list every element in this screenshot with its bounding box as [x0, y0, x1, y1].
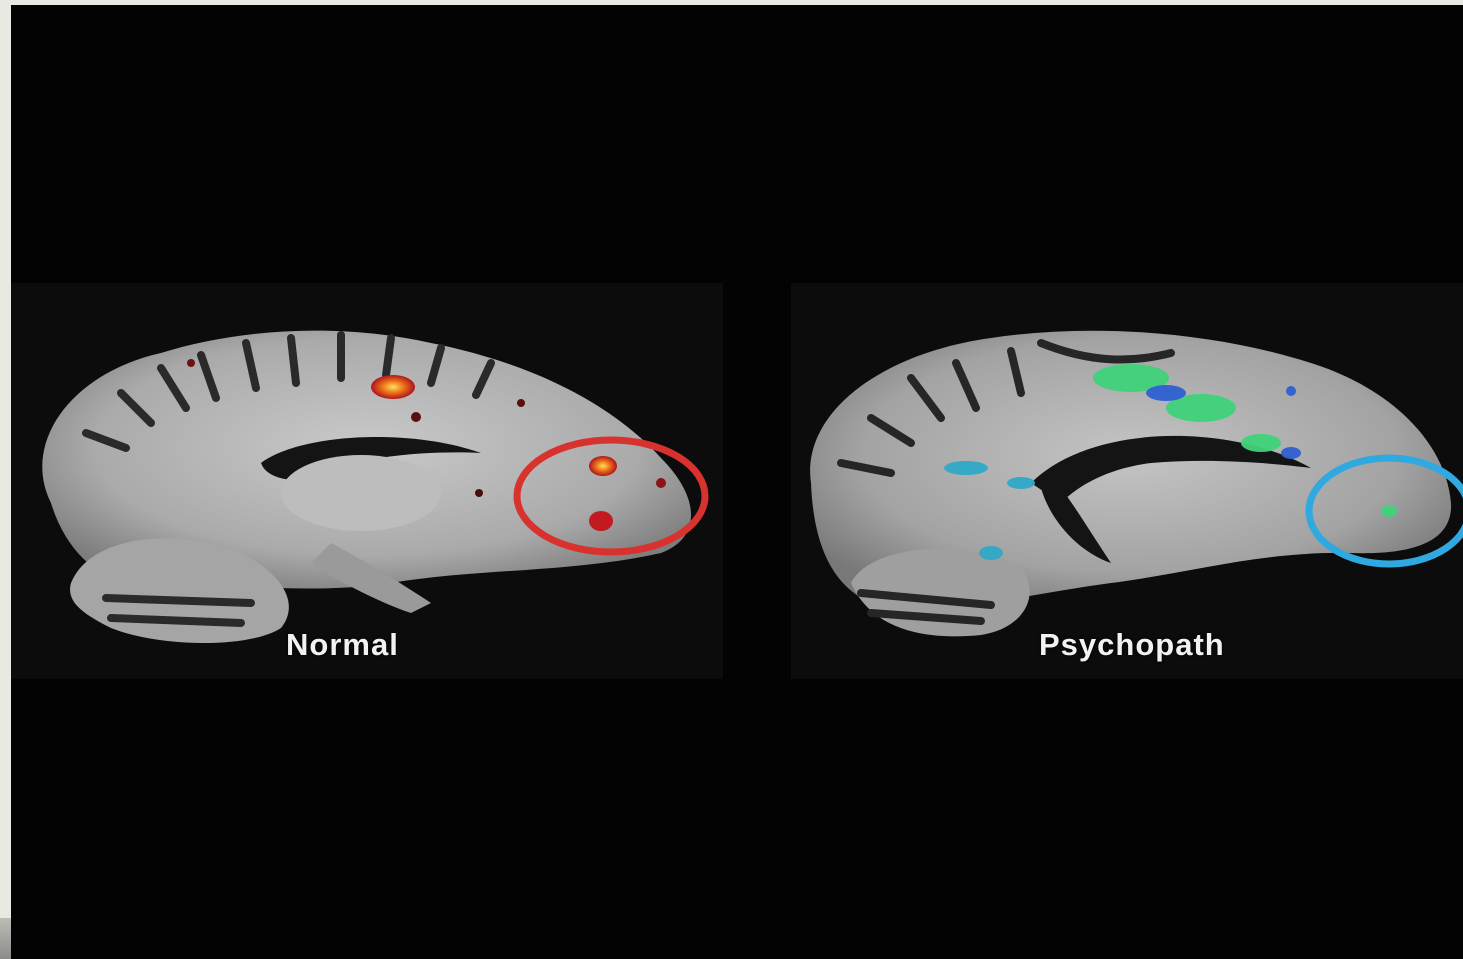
- psychopath-highlight-circle: [1305, 454, 1463, 568]
- normal-label: Normal: [286, 627, 399, 662]
- normal-brain-scan: [42, 330, 709, 643]
- normal-activation-spots: [187, 359, 666, 531]
- brainstem-shape: [311, 543, 431, 613]
- psychopath-brain-panel: Psychopath: [791, 283, 1463, 679]
- normal-brain-panel: Normal: [11, 283, 723, 679]
- psychopath-activation-spots: [944, 364, 1397, 560]
- slide-edge-shadow: [0, 918, 11, 959]
- sulci-lines-right: [837, 339, 1175, 625]
- sulci-lines: [82, 331, 495, 627]
- image-slide: Normal: [11, 5, 1463, 959]
- psychopath-label: Psychopath: [1039, 627, 1225, 662]
- psychopath-brain-scan: [810, 330, 1463, 637]
- corpus-callosum-shape: [1031, 435, 1311, 503]
- normal-highlight-circle: [513, 436, 709, 556]
